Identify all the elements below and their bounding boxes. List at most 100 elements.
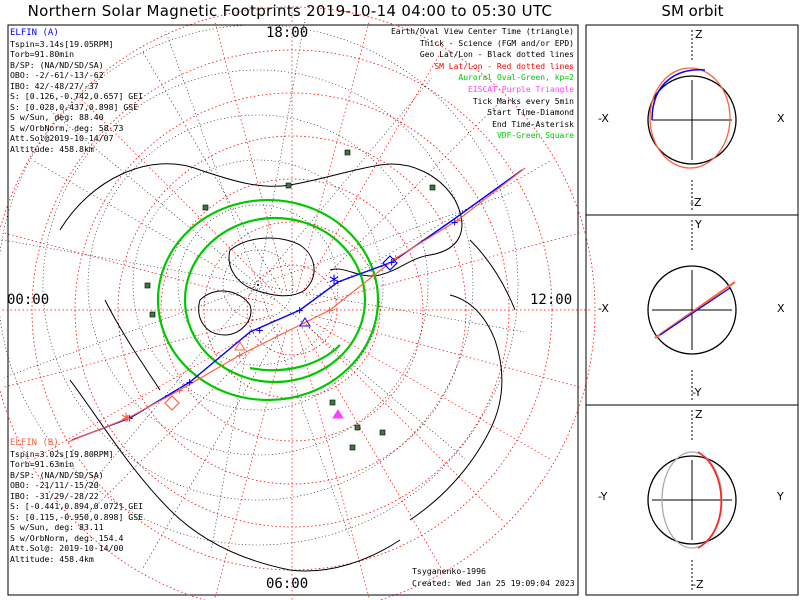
- elfin-a-end-asterisk: *: [328, 271, 340, 295]
- elfin-a-line: B/SP: (NA/ND/SD/SA): [10, 59, 104, 70]
- elfin-b-line: S: [0.115,-0.950,0.898] GSE: [10, 511, 144, 522]
- elfin-a-line: Altitude: 458.8km: [10, 143, 94, 154]
- sm-lon-line: [305, 323, 505, 523]
- sm-lon-line: [301, 327, 443, 570]
- elfin-b-orbit-xy: [654, 281, 736, 339]
- vdf-green-square: [429, 184, 436, 191]
- sm-lon-line: [32, 319, 275, 461]
- elfin-b-tick: +: [326, 303, 333, 317]
- orbit-axis-label-xz-right: X: [777, 112, 785, 125]
- geo-lon-line: [50, 111, 259, 286]
- sm-lon-line: [141, 327, 283, 570]
- elfin-a-line: S w/OrbNorm, deg: 58.73: [10, 122, 124, 133]
- legend-entry: Start Time-Diamond: [487, 108, 574, 118]
- elfin-b-line: Altitude: 458.4km: [10, 553, 94, 564]
- elfin-b-track: [67, 167, 526, 443]
- orbit-axis-label-xy-top: Y: [695, 218, 702, 231]
- sm-lat-circle: [117, 135, 467, 485]
- geo-lat-circle: [0, 24, 519, 546]
- sm-latlon-grid: [0, 6, 596, 600]
- sm-lon-line: [305, 97, 505, 297]
- geo-lon-line: [0, 239, 259, 286]
- orbit-axis-label-xz-left: -X: [598, 112, 609, 125]
- sm-lon-line: [2, 314, 273, 388]
- elfin-a-tick: +: [451, 215, 458, 229]
- page-title: Northern Solar Magnetic Footprints 2019-…: [27, 2, 553, 20]
- sm-lon-line: [311, 232, 582, 306]
- sm-lat-circle: [0, 6, 596, 600]
- orbit-axis-label-xz-bottom: -Z: [690, 196, 702, 209]
- vdf-green-square: [349, 444, 356, 451]
- sm-lon-line: [32, 159, 275, 301]
- elfin-b-tick: +: [236, 348, 243, 362]
- sm-lon-line: [309, 319, 552, 461]
- geo-lon-line: [210, 284, 259, 551]
- elfin-a-orbit-xz: [651, 69, 706, 121]
- orbit-panel-title: SM orbit: [661, 2, 724, 20]
- sm-lon-line: [309, 159, 552, 301]
- geo-lon-line: [257, 284, 524, 333]
- elfin-a-info: ELFIN (A) Tspin=3.14s[19.05RPM] Torb=91.8…: [10, 28, 143, 154]
- geo-lon-line: [84, 284, 259, 493]
- sm-lon-line: [214, 329, 288, 600]
- orbit-axis-label-xy-bottom: -Y: [692, 386, 702, 399]
- elfin-a-line: OBO: -2/-61/-13/-62: [10, 70, 104, 80]
- geo-lon-line: [257, 284, 466, 459]
- legend-entry: Thick - Science (FGM and/or EPD): [419, 38, 574, 48]
- orbit-axis-label-xy-right: X: [777, 302, 785, 315]
- elfin-b-line: S w/OrbNorm, deg: 154.4: [10, 532, 124, 543]
- sm-lon-line: [301, 50, 443, 293]
- geo-lon-line: [165, 31, 259, 286]
- legend-entry: VDF-Green Square: [496, 131, 574, 141]
- elfin-a-tick: +: [256, 323, 263, 337]
- auroral-oval: [156, 198, 380, 419]
- vdf-green-square: [329, 399, 336, 406]
- sm-lon-line: [79, 97, 279, 297]
- vdf-green-square: [149, 311, 156, 318]
- elfin-a-line: S w/Sun, deg: 88.40: [10, 112, 104, 122]
- earth-circle: [647, 455, 737, 545]
- orbit-axis-label-yz-bottom: -Z: [692, 578, 704, 591]
- orbit-axis-label-xz-top: Z: [695, 28, 703, 41]
- elfin-a-line: S: [0.126,-0.742,0.657] GEI: [10, 91, 144, 101]
- elfin-b-info: ELFIN (B) Tspin=3.02s[19.80RPM] Torb=91.6…: [10, 438, 143, 564]
- created-label: Created: Wed Jan 25 19:09:04 2023: [412, 578, 575, 588]
- geo-lat-circle: [42, 69, 474, 501]
- clock-label-left: 00:00: [7, 292, 50, 308]
- legend-entry: Earth/Oval View Center Time (triangle): [390, 27, 574, 36]
- elfin-b-center-triangle: [234, 341, 246, 351]
- coastline: [228, 237, 315, 297]
- geo-lon-line: [257, 77, 432, 286]
- sm-lon-line: [296, 329, 370, 600]
- elfin-b-orbit-yz: [697, 451, 723, 549]
- sm-lon-line: [296, 20, 370, 291]
- vdf-green-square: [344, 149, 351, 156]
- orbit-axis-label-yz-left: -Y: [598, 490, 608, 503]
- orbit-axis-label-xy-left: -X: [598, 302, 609, 315]
- vdf-green-square: [285, 182, 292, 189]
- elfin-b-tick: +: [392, 251, 399, 265]
- elfin-a-line: Att.Sol@2019-10-14/07: [10, 133, 114, 143]
- elfin-b-line: B/SP: (NA/ND/SD/SA): [10, 469, 104, 480]
- elfin-b-name: ELFIN (B): [10, 438, 59, 448]
- clock-label-right: 12:00: [530, 292, 573, 308]
- geo-lat-circle: [132, 159, 384, 411]
- footprint-tracks: ++++++++++++**: [67, 167, 526, 443]
- elfin-a-tick: +: [388, 255, 395, 269]
- elfin-b-line: Torb=91.63min: [10, 459, 75, 469]
- vdf-green-square: [379, 429, 386, 436]
- coastline: [104, 299, 161, 391]
- coastline: [198, 290, 252, 336]
- elfin-b-start-diamond: [164, 395, 180, 411]
- elfin-a-orbit-xy: [659, 287, 731, 336]
- earth-circle: [647, 75, 737, 165]
- elfin-a-line: IBO: 42/-48/27/-37: [10, 80, 99, 91]
- geo-lon-line: [257, 192, 512, 286]
- clock-label-bottom: 06:00: [266, 576, 309, 592]
- geo-lon-line: [257, 19, 306, 286]
- legend-entry: Tick Marks every 5min: [472, 96, 574, 106]
- vdf-green-square: [202, 204, 209, 211]
- geo-latlon-grid: [0, 19, 524, 551]
- sm-lon-line: [214, 20, 288, 291]
- elfin-a-start-diamond: [382, 255, 398, 271]
